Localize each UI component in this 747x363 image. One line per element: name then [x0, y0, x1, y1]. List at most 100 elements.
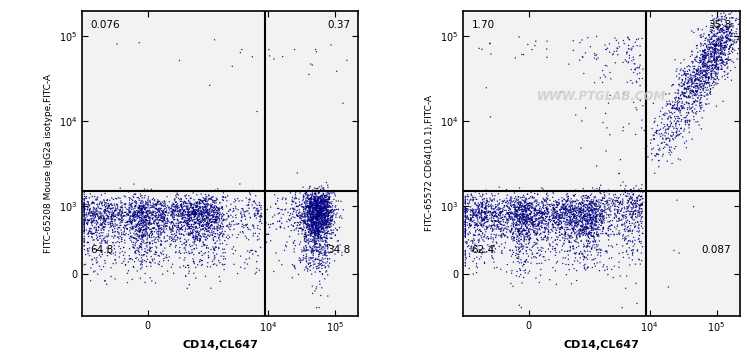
Point — [459, 234, 471, 240]
Point — [83, 210, 95, 216]
Point — [543, 202, 555, 208]
Point — [466, 193, 478, 199]
Point — [679, 69, 691, 74]
Point — [274, 225, 286, 231]
Point — [710, 51, 722, 57]
Point — [137, 219, 149, 225]
Point — [673, 76, 685, 82]
Point — [123, 256, 135, 262]
Point — [138, 224, 150, 229]
Point — [183, 209, 195, 215]
Point — [317, 227, 329, 233]
Point — [561, 194, 573, 200]
Point — [232, 207, 244, 213]
Point — [303, 217, 315, 223]
Point — [546, 212, 558, 218]
Point — [161, 221, 173, 227]
Point — [314, 201, 326, 207]
Point — [475, 229, 487, 234]
Point — [146, 245, 158, 250]
Point — [319, 193, 331, 199]
Point — [697, 49, 709, 55]
Point — [483, 209, 495, 215]
Point — [593, 199, 605, 205]
Point — [303, 195, 314, 201]
Point — [172, 209, 184, 215]
Point — [102, 220, 114, 225]
Point — [683, 93, 695, 99]
Point — [304, 201, 316, 207]
Point — [571, 210, 583, 216]
Point — [684, 104, 695, 110]
Point — [501, 210, 513, 216]
Point — [519, 198, 531, 204]
Point — [551, 208, 563, 214]
Point — [673, 106, 685, 112]
Point — [334, 215, 346, 220]
Point — [306, 204, 318, 210]
Point — [707, 47, 719, 53]
Point — [190, 205, 202, 211]
Point — [191, 201, 203, 207]
Point — [596, 211, 608, 217]
Point — [311, 211, 323, 216]
Point — [491, 214, 503, 220]
Point — [524, 212, 536, 217]
Point — [310, 201, 322, 207]
Point — [173, 188, 185, 194]
Point — [565, 207, 577, 213]
Point — [190, 213, 202, 219]
Point — [676, 90, 688, 95]
Point — [498, 197, 510, 203]
Point — [593, 212, 605, 218]
Point — [149, 280, 161, 286]
Point — [494, 206, 506, 212]
Point — [199, 217, 211, 223]
Point — [622, 42, 634, 48]
Point — [517, 213, 529, 219]
Point — [200, 194, 212, 200]
Point — [206, 212, 218, 218]
Point — [716, 51, 728, 57]
Point — [605, 196, 617, 202]
Point — [665, 102, 677, 107]
Point — [699, 53, 711, 59]
Point — [673, 81, 685, 87]
Point — [166, 219, 178, 225]
Point — [326, 210, 338, 216]
Point — [459, 231, 471, 236]
Point — [699, 62, 711, 68]
Point — [608, 263, 620, 269]
Point — [689, 91, 701, 97]
Point — [589, 227, 601, 232]
Point — [167, 226, 179, 232]
Point — [138, 195, 150, 201]
Point — [476, 214, 488, 220]
Point — [158, 217, 170, 223]
Point — [704, 41, 716, 47]
Point — [317, 207, 329, 213]
Point — [140, 229, 152, 234]
Point — [542, 196, 554, 202]
Point — [700, 49, 712, 55]
Point — [459, 207, 471, 213]
Point — [130, 212, 142, 218]
Point — [515, 212, 527, 218]
Point — [310, 198, 322, 204]
Point — [707, 68, 719, 73]
Point — [151, 216, 163, 222]
Point — [125, 207, 137, 212]
Point — [217, 224, 229, 230]
Point — [137, 217, 149, 223]
Point — [571, 236, 583, 242]
Point — [574, 214, 586, 220]
Point — [127, 234, 139, 240]
Point — [304, 199, 316, 205]
Point — [573, 205, 585, 211]
Point — [708, 42, 720, 48]
Point — [518, 216, 530, 222]
Point — [313, 215, 325, 221]
Point — [560, 236, 571, 242]
Point — [221, 198, 233, 204]
Point — [707, 65, 719, 71]
